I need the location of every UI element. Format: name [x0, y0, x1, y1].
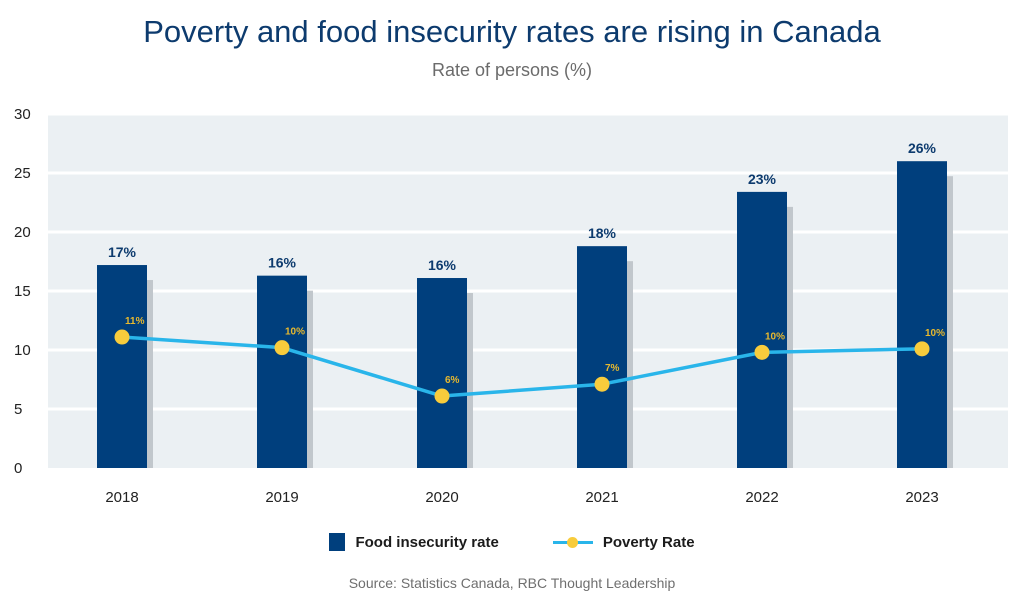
y-tick-label: 5 [14, 401, 22, 418]
poverty-point-2020 [434, 388, 450, 404]
bar-value-label: 16% [268, 255, 297, 271]
poverty-value-label: 11% [125, 316, 145, 327]
legend-item-poverty-rate: Poverty Rate [552, 533, 695, 551]
bar-2020 [417, 278, 467, 468]
bar-2021 [577, 246, 627, 468]
legend-swatch-line [552, 535, 593, 549]
x-tick-label: 2021 [585, 489, 618, 506]
x-tick-label: 2022 [745, 489, 778, 506]
poverty-point-2018 [114, 329, 130, 345]
chart-area: 0 5 10 15 20 25 30 17% 2018 16% 2019 16% 2020 18% 2021… [14, 106, 1008, 506]
legend: Food insecurity rate Poverty Rate [0, 533, 1024, 551]
poverty-point-2021 [594, 376, 610, 392]
bar-value-label: 26% [908, 140, 937, 156]
x-tick-label: 2020 [425, 489, 458, 506]
poverty-point-2023 [914, 341, 930, 357]
bar-2018 [97, 265, 147, 468]
y-tick-label: 25 [14, 165, 31, 182]
y-tick-label: 10 [14, 342, 31, 359]
poverty-value-label: 10% [765, 331, 785, 342]
y-tick-label: 20 [14, 224, 31, 241]
x-tick-label: 2023 [905, 489, 938, 506]
bar-value-label: 16% [428, 257, 457, 273]
legend-label-poverty-rate: Poverty Rate [602, 533, 695, 551]
bar-2019 [257, 275, 307, 468]
legend-item-food-insecurity: Food insecurity rate [329, 533, 499, 551]
poverty-value-label: 10% [285, 327, 305, 338]
y-tick-label: 0 [14, 460, 22, 477]
chart-title: Poverty and food insecurity rates are ri… [143, 14, 881, 49]
chart-subtitle: Rate of persons (%) [431, 60, 593, 80]
x-tick-label: 2018 [105, 489, 138, 506]
y-tick-label: 15 [14, 283, 31, 300]
source-note: Source: Statistics Canada, RBC Thought L… [348, 575, 676, 591]
bar-value-label: 18% [588, 225, 617, 241]
poverty-rate-line [121, 335, 923, 398]
y-tick-label: 30 [14, 106, 31, 123]
x-tick-label: 2019 [265, 489, 298, 506]
poverty-point-2019 [274, 340, 290, 356]
poverty-point-2022 [754, 344, 770, 360]
bar-value-label: 23% [748, 171, 777, 187]
bar-2023 [897, 161, 947, 468]
poverty-value-label: 7% [605, 363, 620, 374]
poverty-value-label: 10% [925, 328, 945, 339]
bar-value-label: 17% [108, 244, 137, 260]
legend-swatch-bar [329, 533, 346, 551]
poverty-value-label: 6% [445, 375, 460, 386]
bar-2022 [737, 191, 787, 468]
legend-label-food-insecurity: Food insecurity rate [355, 533, 499, 551]
